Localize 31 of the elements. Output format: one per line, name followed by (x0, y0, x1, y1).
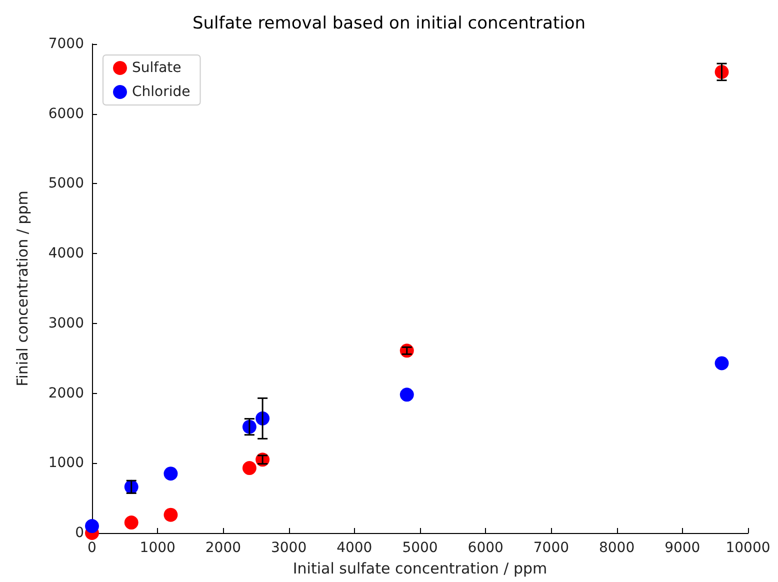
y-axis-title: Finial concentration / ppm (14, 190, 32, 386)
chart-title: Sulfate removal based on initial concentration (192, 14, 586, 34)
y-tick-label: 3000 (48, 315, 84, 332)
x-tick-label: 5000 (402, 540, 438, 556)
legend-label: Chloride (132, 84, 190, 100)
x-tick-label: 3000 (270, 540, 307, 556)
x-tick-label: 10000 (726, 540, 770, 556)
y-tick-label: 1000 (48, 455, 84, 472)
point (164, 508, 178, 522)
y-tick-label: 2000 (48, 385, 84, 402)
y-tick-label: 4000 (48, 246, 84, 262)
x-tick-label: 6000 (468, 540, 504, 556)
x-axis-title: Initial sulfate concentration / ppm (292, 560, 548, 578)
y-tick-label: 0 (75, 525, 84, 541)
x-tick-label: 2000 (205, 540, 242, 556)
point (714, 356, 729, 370)
point (164, 466, 178, 481)
point (400, 388, 414, 402)
legend-label: Sulfate (132, 60, 182, 76)
y-tick-label: 6000 (48, 106, 84, 122)
x-tick-label: 1000 (140, 540, 176, 556)
point (85, 519, 99, 534)
x-tick-label: 8000 (598, 540, 635, 556)
y-tick-label: 7000 (48, 36, 84, 52)
x-tick-label: 0 (88, 540, 96, 556)
x-tick-label: 9000 (664, 540, 700, 556)
x-tick-label: 7000 (533, 540, 570, 556)
x-tick-label: 4000 (336, 540, 372, 556)
point (242, 461, 256, 476)
point (124, 516, 138, 530)
y-tick-label: 5000 (48, 176, 84, 192)
